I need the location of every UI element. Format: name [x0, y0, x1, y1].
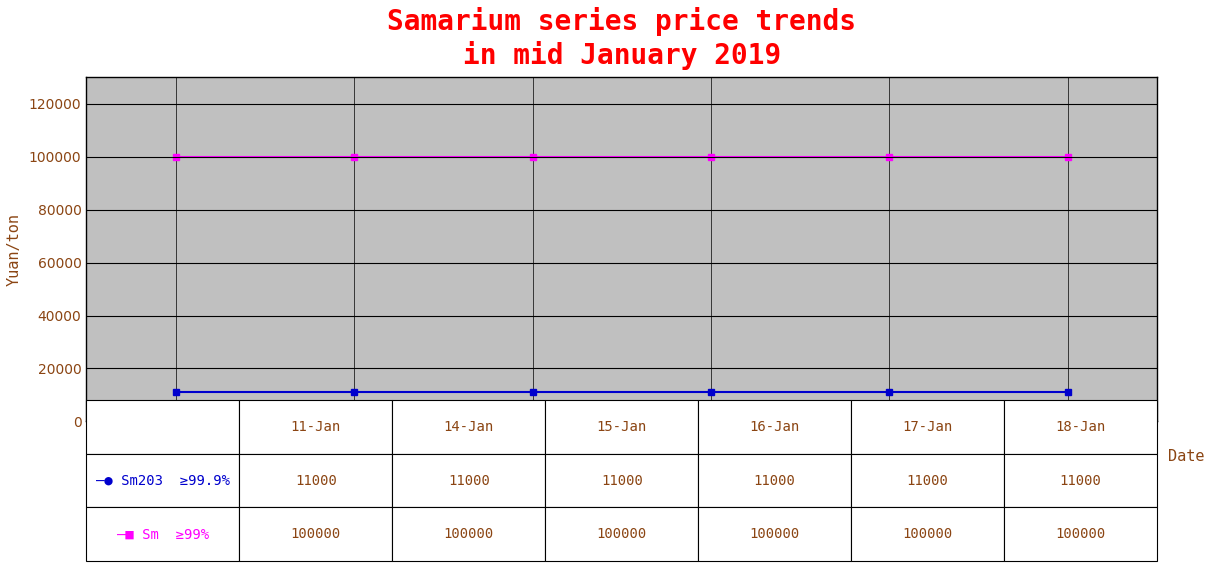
- Title: Samarium series price trends
in mid January 2019: Samarium series price trends in mid Janu…: [387, 7, 857, 70]
- Y-axis label: Yuan/ton: Yuan/ton: [7, 213, 22, 286]
- Text: Date: Date: [1168, 449, 1204, 464]
